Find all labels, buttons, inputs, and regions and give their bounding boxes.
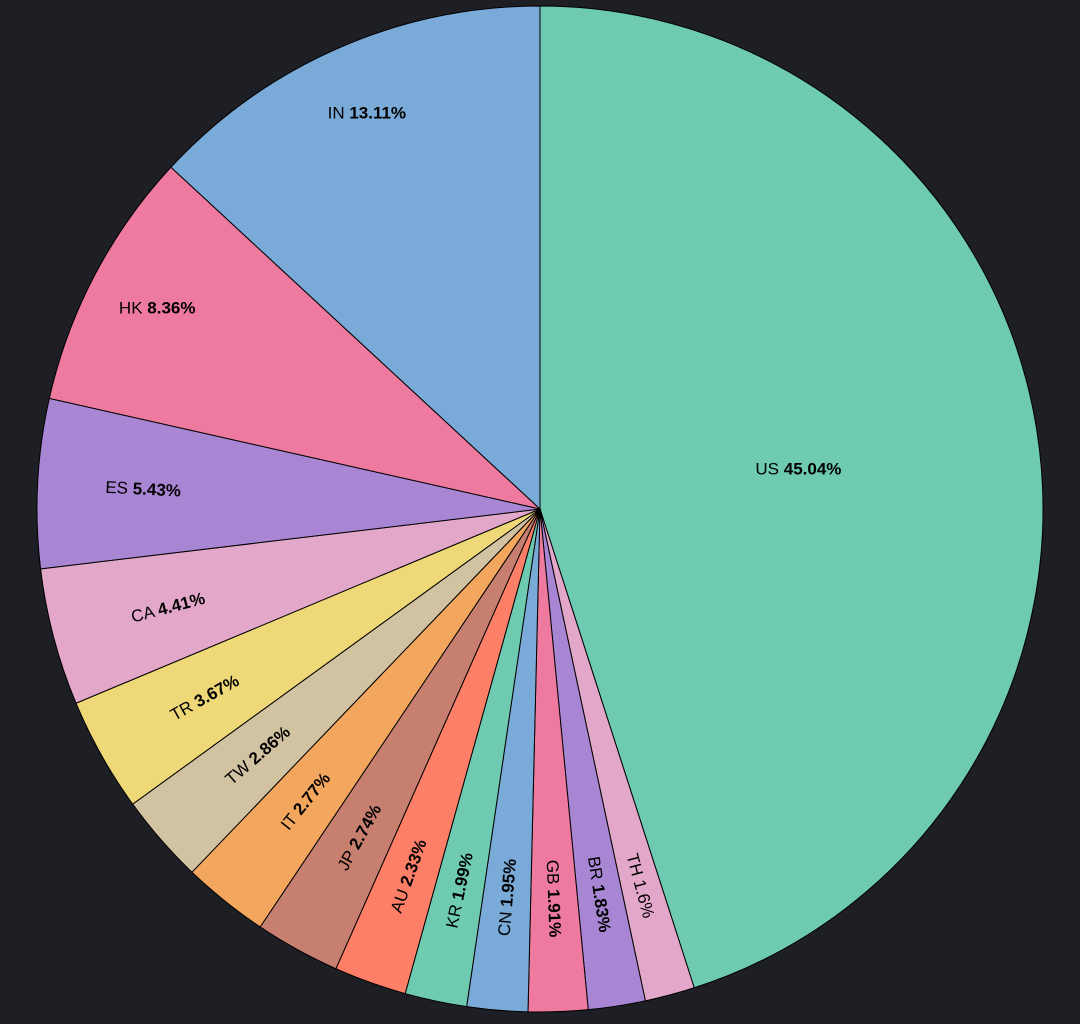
slice-percent: 8.36% — [147, 298, 195, 317]
pie-slice-in — [170, 5, 541, 511]
pie-slice-hk — [48, 166, 542, 510]
slice-percent: 13.11% — [349, 103, 406, 122]
slice-label-us: US 45.04% — [755, 459, 841, 478]
pie-slices — [36, 5, 1044, 1013]
slice-category: BR — [584, 855, 607, 886]
slice-category: US — [755, 459, 783, 478]
slice-category: CN — [494, 906, 515, 937]
pie-slice-us — [539, 5, 1044, 989]
pie-slice-es — [36, 397, 541, 570]
slice-label-cn: CN 1.95% — [494, 858, 520, 937]
slice-percent: 45.04% — [784, 459, 842, 478]
slice-category: HK — [119, 298, 147, 317]
slice-percent: 1.95% — [497, 858, 520, 908]
slice-category: IN — [328, 103, 350, 122]
slice-label-in: IN 13.11% — [328, 103, 406, 122]
slice-category: GB — [543, 860, 563, 890]
slice-label-hk: HK 8.36% — [119, 298, 196, 317]
slice-label-gb: GB 1.91% — [543, 860, 565, 938]
slice-category: ES — [105, 477, 133, 497]
slice-label-es: ES 5.43% — [105, 477, 181, 500]
slice-percent: 5.43% — [132, 479, 181, 500]
slice-percent: 1.91% — [544, 889, 565, 938]
